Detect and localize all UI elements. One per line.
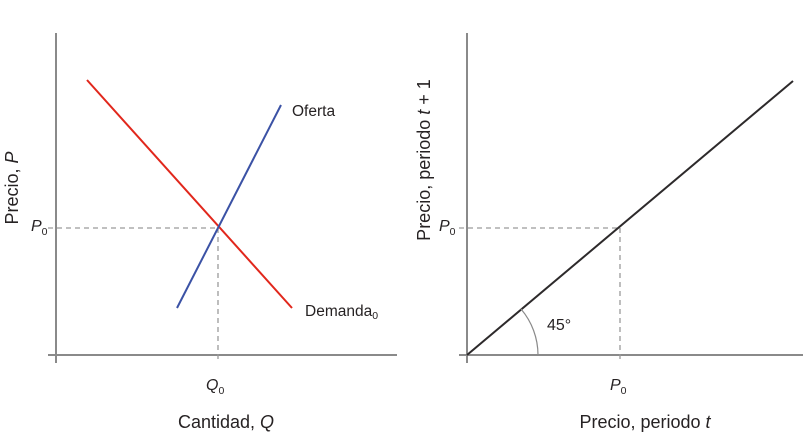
angle-label: 45° [547,317,571,334]
angle-arc [520,308,539,356]
q0-label: Q0 [206,377,224,397]
right-y-axis-label: Precio, periodo t + 1 [414,79,434,241]
demand-label: Demanda0 [305,303,378,322]
p0-label: P0 [31,218,48,238]
right-p0-y-label: P0 [439,218,456,238]
supply-demand-chart: Oferta Demanda0 P0 Q0 Cantidad, Q Precio… [2,33,397,432]
supply-label: Oferta [292,103,335,120]
left-y-axis-label: Precio, P [2,151,22,224]
right-x-axis-label: Precio, periodo t [579,412,711,432]
supply-line [176,104,282,309]
right-p0-x-label: P0 [610,377,627,397]
left-x-axis-label: Cantidad, Q [178,412,274,432]
demand-line [86,79,293,309]
price-dynamics-chart: 45° P0 P0 Precio, periodo t Precio, peri… [414,33,803,432]
deg45-line [466,80,794,356]
